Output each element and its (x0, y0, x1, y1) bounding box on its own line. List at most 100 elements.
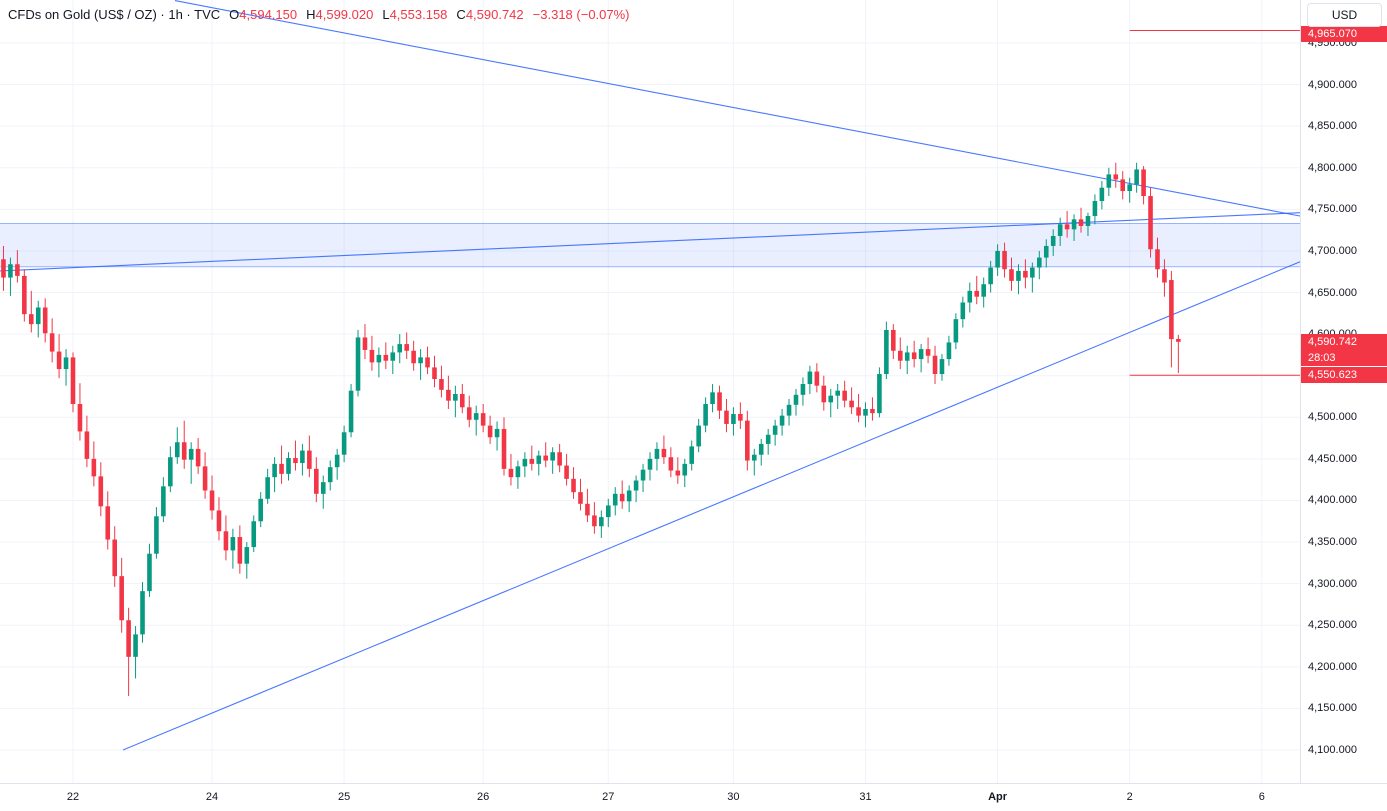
candle-body (953, 319, 959, 343)
candle-body (487, 425, 493, 438)
candle-body (543, 455, 549, 461)
candle-body (341, 432, 347, 455)
candle-body (466, 407, 472, 420)
candle-body (1, 259, 6, 278)
candle-body (592, 515, 597, 527)
price-scale-label: 4,800.000 (1308, 161, 1357, 174)
candle-body (195, 448, 201, 467)
candle-body (307, 450, 312, 469)
candle-body (793, 394, 799, 405)
candle-body (279, 463, 284, 474)
candle-body (314, 468, 319, 494)
candle-body (675, 470, 681, 476)
price-scale-label: 4,200.000 (1308, 660, 1357, 673)
candle-body (1099, 187, 1105, 202)
price-scale-label: 4,500.000 (1308, 411, 1357, 424)
candle-body (174, 442, 180, 458)
candle-body (494, 428, 500, 438)
currency-toggle-button[interactable]: USD (1307, 3, 1382, 27)
candle-body (710, 392, 715, 404)
time-axis-label: 25 (337, 791, 351, 803)
candle-body (355, 337, 361, 391)
candle-body (453, 394, 458, 401)
symbol-title[interactable]: CFDs on Gold (US$ / OZ) · 1h · TVC (8, 7, 221, 22)
candle-body (974, 290, 980, 297)
candle-body (1023, 270, 1028, 278)
candle-body (765, 434, 771, 444)
candle-body (578, 492, 583, 504)
candle-body (918, 349, 924, 360)
candle-body (835, 390, 840, 396)
level-price-badge: 4,550.623 (1301, 367, 1387, 384)
time-axis-label: 22 (66, 791, 80, 803)
candle-body (849, 400, 854, 408)
price-scale-label: 4,100.000 (1308, 744, 1357, 756)
candle-body (995, 250, 1000, 268)
candle-body (390, 352, 396, 361)
candle-body (877, 374, 882, 414)
price-scale-label: 4,750.000 (1308, 203, 1357, 216)
candle-body (786, 404, 792, 416)
price-scale[interactable]: USD 4,950.000 4,900.000 4,850.000 4,800.000… (1300, 0, 1387, 783)
candles-layer (1, 162, 1181, 696)
candle-body (223, 531, 229, 551)
candle-body (216, 510, 222, 532)
symbol-legend[interactable]: CFDs on Gold (US$ / OZ) · 1h · TVC O 4,59… (8, 7, 630, 22)
candle-body (758, 443, 764, 455)
price-scale-label: 4,300.000 (1308, 577, 1357, 590)
candle-body (536, 455, 542, 464)
candle-body (508, 468, 514, 478)
candle-body (1169, 280, 1174, 340)
candle-body (689, 446, 695, 464)
candle-body (703, 403, 708, 426)
candle-body (1127, 184, 1132, 192)
rectangle-zone-drawing[interactable] (0, 222, 1300, 268)
candle-body (1057, 224, 1063, 236)
low-readout: L 4,553.158 (382, 7, 448, 22)
candle-body (411, 350, 416, 364)
candle-body (599, 517, 604, 527)
time-axis[interactable]: 22 24 25 26 27 30 31 Apr 2 6 (0, 783, 1387, 811)
candle-body (168, 457, 173, 487)
candle-body (529, 458, 535, 464)
candle-body (348, 390, 354, 433)
current-price-value: 4,590.742 (1308, 335, 1357, 348)
candle-body (376, 354, 382, 363)
candle-body (1037, 257, 1042, 268)
candle-body (501, 428, 507, 469)
price-level-lines[interactable] (1129, 29, 1300, 376)
candle-body (967, 290, 973, 303)
candle-body (147, 553, 152, 592)
time-axis-label: 2 (1126, 791, 1133, 803)
candle-body (696, 425, 701, 447)
candle-body (626, 490, 632, 502)
candle-body (460, 394, 465, 408)
candle-body (112, 539, 117, 577)
candle-body (1092, 201, 1098, 217)
time-axis-label: 26 (477, 791, 490, 803)
candle-body (856, 407, 861, 416)
candle-body (661, 448, 667, 458)
candle-body (745, 420, 750, 461)
candle-body (35, 307, 41, 325)
candle-body (1030, 267, 1035, 278)
candle-body (1064, 224, 1070, 230)
candle-body (654, 448, 660, 459)
candle-body (612, 493, 618, 506)
candlestick-chart[interactable] (0, 0, 1300, 783)
candle-body (870, 408, 875, 414)
bar-close-countdown: 28:03 (1308, 351, 1336, 364)
candle-body (49, 333, 55, 352)
candle-body (300, 450, 305, 464)
candle-body (293, 458, 298, 464)
candle-body (473, 413, 479, 420)
candle-body (56, 351, 62, 370)
candle-body (369, 349, 375, 363)
candle-body (1071, 219, 1077, 230)
time-axis-label: 27 (602, 791, 615, 803)
trendline-drawings[interactable] (0, 0, 1300, 751)
candle-body (1148, 196, 1153, 250)
open-readout: O 4,594.150 (229, 7, 298, 22)
candle-body (1162, 269, 1167, 283)
